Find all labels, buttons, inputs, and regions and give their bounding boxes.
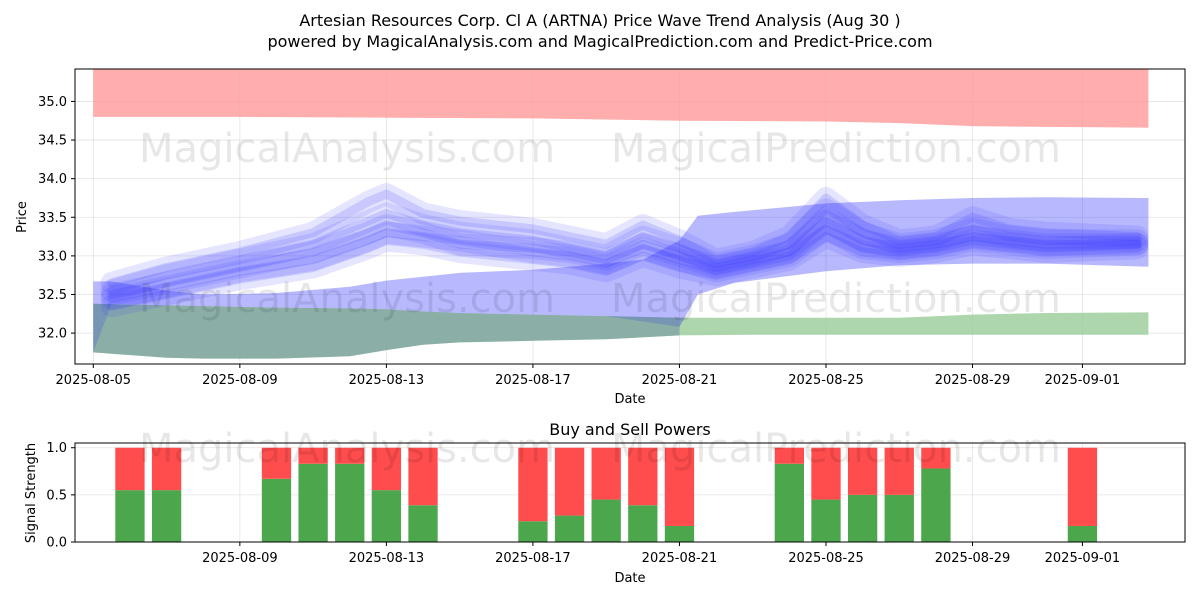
chart-subtitle: powered by MagicalAnalysis.com and Magic… (267, 32, 932, 51)
buy-bar (847, 494, 878, 542)
watermark-analysis-mid: MagicalAnalysis.com (139, 276, 555, 322)
sell-bar (298, 447, 328, 464)
wave-strand (107, 205, 1142, 296)
sell-bar (774, 447, 805, 464)
price-watermarks: MagicalAnalysis.com MagicalPrediction.co… (139, 126, 1061, 322)
bars-plot-frame (74, 442, 1186, 543)
sell-bar (628, 447, 658, 506)
sell-bar (261, 447, 292, 479)
bars-axes: 2025-08-09 2025-08-13 2025-08-17 2025-08-21… (46, 441, 1120, 566)
bars-y-tick-label: 0.5 (46, 488, 67, 503)
wave-strand (107, 189, 1142, 288)
overlap-band (93, 303, 680, 359)
buy-bar (774, 463, 805, 542)
chart-title: Artesian Resources Corp. Cl A (ARTNA) Pr… (299, 11, 900, 30)
sell-bar (518, 447, 548, 522)
watermark-analysis-top: MagicalAnalysis.com (139, 126, 555, 172)
sell-bar (921, 447, 951, 469)
watermark-analysis-bottom: MagicalAnalysis.com (139, 426, 555, 472)
sell-bar (371, 447, 402, 491)
bars-x-tick-label: 2025-08-29 (935, 551, 1011, 566)
wave-strand-glow (100, 225, 1149, 318)
wave-band (93, 197, 1149, 353)
wave-strand (107, 224, 1142, 303)
price-x-tick-label: 2025-08-17 (495, 373, 571, 388)
buy-bar (921, 468, 951, 542)
wave-strand (107, 232, 1142, 311)
buy-bar (335, 463, 365, 542)
price-x-tick-label: 2025-08-09 (202, 373, 278, 388)
bars-x-axis-label: Date (614, 571, 645, 586)
sell-bar (151, 447, 182, 491)
price-axes: 2025-08-05 2025-08-09 2025-08-13 2025-08-17… (38, 95, 1120, 388)
price-x-tick-label: 2025-08-21 (642, 373, 718, 388)
price-y-tick-label: 33.5 (38, 211, 67, 226)
bars-title: Buy and Sell Powers (549, 420, 711, 439)
buy-bar (1067, 525, 1098, 542)
buy-bar (115, 490, 145, 542)
sell-bar (664, 447, 695, 526)
wave-strand (107, 216, 1142, 299)
sell-bar (335, 447, 365, 464)
bars-x-tick-label: 2025-09-01 (1045, 551, 1121, 566)
buy-bar (518, 521, 548, 542)
price-x-tick-label: 2025-08-25 (788, 373, 864, 388)
buy-bar (591, 499, 621, 542)
wave-strand-glow (100, 217, 1149, 310)
buy-bar (151, 490, 182, 542)
bars-y-axis-label: Signal Strength (24, 443, 39, 543)
wave-strand-glow (100, 210, 1149, 306)
price-plot-frame (74, 68, 1186, 365)
sell-bar (1067, 447, 1098, 526)
price-x-tick-label: 2025-09-01 (1045, 373, 1121, 388)
price-y-tick-label: 33.0 (38, 249, 67, 264)
buy-bar (298, 463, 328, 542)
price-y-tick-label: 32.5 (38, 288, 67, 303)
price-x-tick-label: 2025-08-05 (56, 373, 132, 388)
sell-bar (811, 447, 841, 500)
price-y-tick-label: 35.0 (38, 95, 67, 110)
buy-bar (371, 490, 402, 542)
bars-x-tick-label: 2025-08-17 (495, 551, 571, 566)
bars-x-tick-label: 2025-08-21 (642, 551, 718, 566)
sell-bar (884, 447, 914, 495)
watermark-prediction-mid: MagicalPrediction.com (611, 276, 1061, 322)
sell-bar (408, 447, 438, 506)
price-y-tick-label: 32.0 (38, 327, 67, 342)
buy-bar (628, 505, 658, 542)
watermark-prediction-top: MagicalPrediction.com (611, 126, 1061, 172)
price-bands (93, 69, 1149, 359)
price-x-tick-label: 2025-08-29 (935, 373, 1011, 388)
upper-band (93, 69, 1149, 128)
bars-x-tick-label: 2025-08-13 (349, 551, 425, 566)
bars-y-tick-label: 0.0 (46, 536, 67, 551)
bars-watermarks: MagicalAnalysis.com MagicalPrediction.co… (139, 426, 1061, 472)
price-x-axis-label: Date (614, 392, 645, 407)
sell-bar (115, 447, 145, 491)
buy-bar (261, 478, 292, 542)
watermark-prediction-bottom: MagicalPrediction.com (611, 426, 1061, 472)
buy-bar (554, 515, 585, 542)
bars-y-tick-label: 1.0 (46, 441, 67, 456)
buy-bar (884, 494, 914, 542)
buy-bar (811, 499, 841, 542)
sell-bar (554, 447, 585, 516)
buy-bar (664, 525, 695, 542)
wave-strand-glow (100, 183, 1149, 294)
bars-series (115, 447, 1098, 542)
sell-bar (591, 447, 621, 500)
bars-x-tick-label: 2025-08-09 (202, 551, 278, 566)
price-x-tick-label: 2025-08-13 (349, 373, 425, 388)
price-y-tick-label: 34.0 (38, 172, 67, 187)
sell-bar (847, 447, 878, 495)
price-y-tick-label: 34.5 (38, 134, 67, 149)
bars-x-tick-label: 2025-08-25 (788, 551, 864, 566)
price-y-axis-label: Price (15, 201, 30, 233)
buy-bar (408, 505, 438, 542)
wave-strand-glow (100, 198, 1149, 302)
